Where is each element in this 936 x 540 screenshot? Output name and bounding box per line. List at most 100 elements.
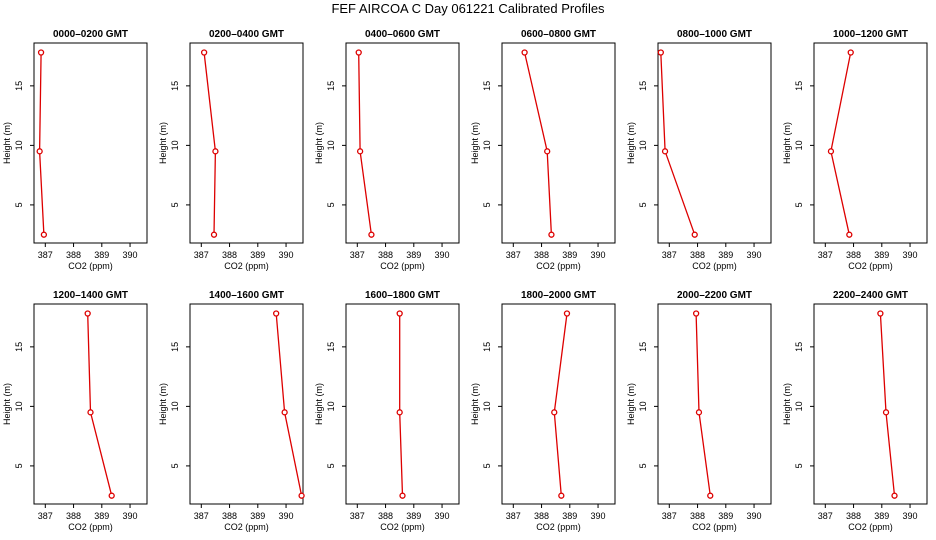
y-tick-label: 15: [326, 81, 336, 91]
x-tick-label: 388: [690, 511, 705, 521]
data-point: [87, 409, 94, 416]
data-point: [200, 49, 208, 56]
y-axis-label: Height (m): [626, 122, 636, 164]
x-axis-label: CO2 (ppm): [848, 261, 893, 271]
x-tick-label: 389: [874, 250, 889, 260]
x-tick-label: 389: [562, 511, 577, 521]
profile-panel: 0400–0600 GMT 387 388 389 390 CO2 (ppm) 5 10 15 H…: [314, 29, 460, 271]
x-tick-label: 390: [435, 511, 450, 521]
x-tick-label: 388: [66, 250, 81, 260]
y-tick-label: 5: [170, 463, 180, 468]
panel-title: 1600–1800 GMT: [365, 290, 440, 301]
x-axis-label: CO2 (ppm): [224, 261, 269, 271]
x-tick-label: 387: [194, 250, 209, 260]
y-tick-label: 10: [638, 140, 648, 150]
y-tick-label: 5: [794, 463, 804, 468]
x-axis-label: CO2 (ppm): [536, 261, 581, 271]
y-axis-label: Height (m): [626, 383, 636, 425]
x-tick-label: 390: [123, 250, 138, 260]
x-tick-label: 390: [279, 250, 294, 260]
y-tick-label: 15: [794, 342, 804, 352]
plot-frame: [345, 42, 460, 244]
y-axis-label: Height (m): [314, 122, 324, 164]
x-tick-label: 390: [435, 250, 450, 260]
y-axis-label: Height (m): [2, 122, 12, 164]
x-axis-label: CO2 (ppm): [224, 522, 269, 532]
y-tick-label: 5: [14, 202, 24, 207]
data-point: [691, 231, 698, 238]
x-tick-label: 389: [250, 250, 265, 260]
data-point: [281, 409, 288, 416]
profile-line: [38, 52, 45, 235]
y-tick-label: 5: [638, 202, 648, 207]
x-tick-label: 387: [662, 250, 677, 260]
x-tick-label: 390: [747, 250, 762, 260]
data-point: [355, 49, 362, 56]
data-point: [846, 231, 853, 238]
y-axis-label: Height (m): [158, 383, 168, 425]
x-tick-label: 390: [591, 511, 606, 521]
panel-title: 0600–0800 GMT: [521, 29, 596, 40]
y-tick-label: 15: [326, 342, 336, 352]
x-tick-label: 389: [94, 250, 109, 260]
panel-title: 0000–0200 GMT: [53, 29, 128, 40]
y-tick-label: 15: [482, 342, 492, 352]
y-tick-label: 10: [482, 401, 492, 411]
plot-frame: [33, 303, 148, 505]
plot-frame: [813, 42, 928, 244]
x-axis-label: CO2 (ppm): [536, 522, 581, 532]
x-tick-label: 388: [534, 511, 549, 521]
profile-panel: 0800–1000 GMT 387 388 389 390 CO2 (ppm) 5 10 15 H…: [626, 29, 772, 271]
y-tick-label: 10: [170, 140, 180, 150]
x-tick-label: 388: [846, 250, 861, 260]
x-axis-label: CO2 (ppm): [380, 261, 425, 271]
profile-line: [830, 52, 852, 235]
panel-title: 1200–1400 GMT: [53, 290, 128, 301]
profile-panel: 1800–2000 GMT 387 388 389 390 CO2 (ppm) 5 10 15 H…: [470, 290, 616, 532]
plot-frame: [501, 303, 616, 505]
y-tick-label: 5: [326, 202, 336, 207]
profile-line: [660, 52, 696, 235]
data-point: [548, 231, 555, 238]
panel-title: 0200–0400 GMT: [209, 29, 284, 40]
data-point: [399, 492, 406, 499]
y-axis-label: Height (m): [314, 383, 324, 425]
data-point: [544, 148, 551, 155]
y-tick-label: 15: [638, 342, 648, 352]
y-tick-label: 15: [482, 81, 492, 91]
x-tick-label: 390: [123, 511, 138, 521]
x-axis-label: CO2 (ppm): [692, 261, 737, 271]
x-tick-label: 387: [818, 511, 833, 521]
x-tick-label: 389: [406, 250, 421, 260]
data-point: [551, 409, 558, 416]
x-tick-label: 389: [718, 250, 733, 260]
y-tick-label: 15: [638, 81, 648, 91]
data-point: [661, 148, 669, 155]
x-tick-label: 387: [38, 250, 53, 260]
profile-panel: 1200–1400 GMT 387 388 389 390 CO2 (ppm) 5 10 15 H…: [2, 290, 148, 532]
x-axis-label: CO2 (ppm): [68, 261, 113, 271]
data-point: [108, 492, 115, 499]
profile-line: [695, 313, 711, 496]
x-axis-label: CO2 (ppm): [692, 522, 737, 532]
data-point: [298, 492, 305, 499]
y-tick-label: 5: [638, 463, 648, 468]
x-tick-label: 388: [66, 511, 81, 521]
data-point: [692, 310, 700, 317]
x-tick-label: 387: [350, 250, 365, 260]
y-axis-label: Height (m): [470, 122, 480, 164]
y-axis-label: Height (m): [782, 383, 792, 425]
x-tick-label: 389: [250, 511, 265, 521]
x-tick-label: 387: [506, 511, 521, 521]
data-point: [558, 492, 565, 499]
profile-line: [87, 313, 113, 496]
plot-frame: [501, 42, 616, 244]
plot-frame: [813, 303, 928, 505]
page-title: FEF AIRCOA C Day 061221 Calibrated Profi…: [331, 1, 605, 16]
data-point: [847, 49, 854, 56]
y-tick-label: 10: [638, 401, 648, 411]
y-tick-label: 10: [170, 401, 180, 411]
y-tick-label: 15: [14, 81, 24, 91]
data-point: [36, 148, 43, 155]
y-tick-label: 15: [14, 342, 24, 352]
